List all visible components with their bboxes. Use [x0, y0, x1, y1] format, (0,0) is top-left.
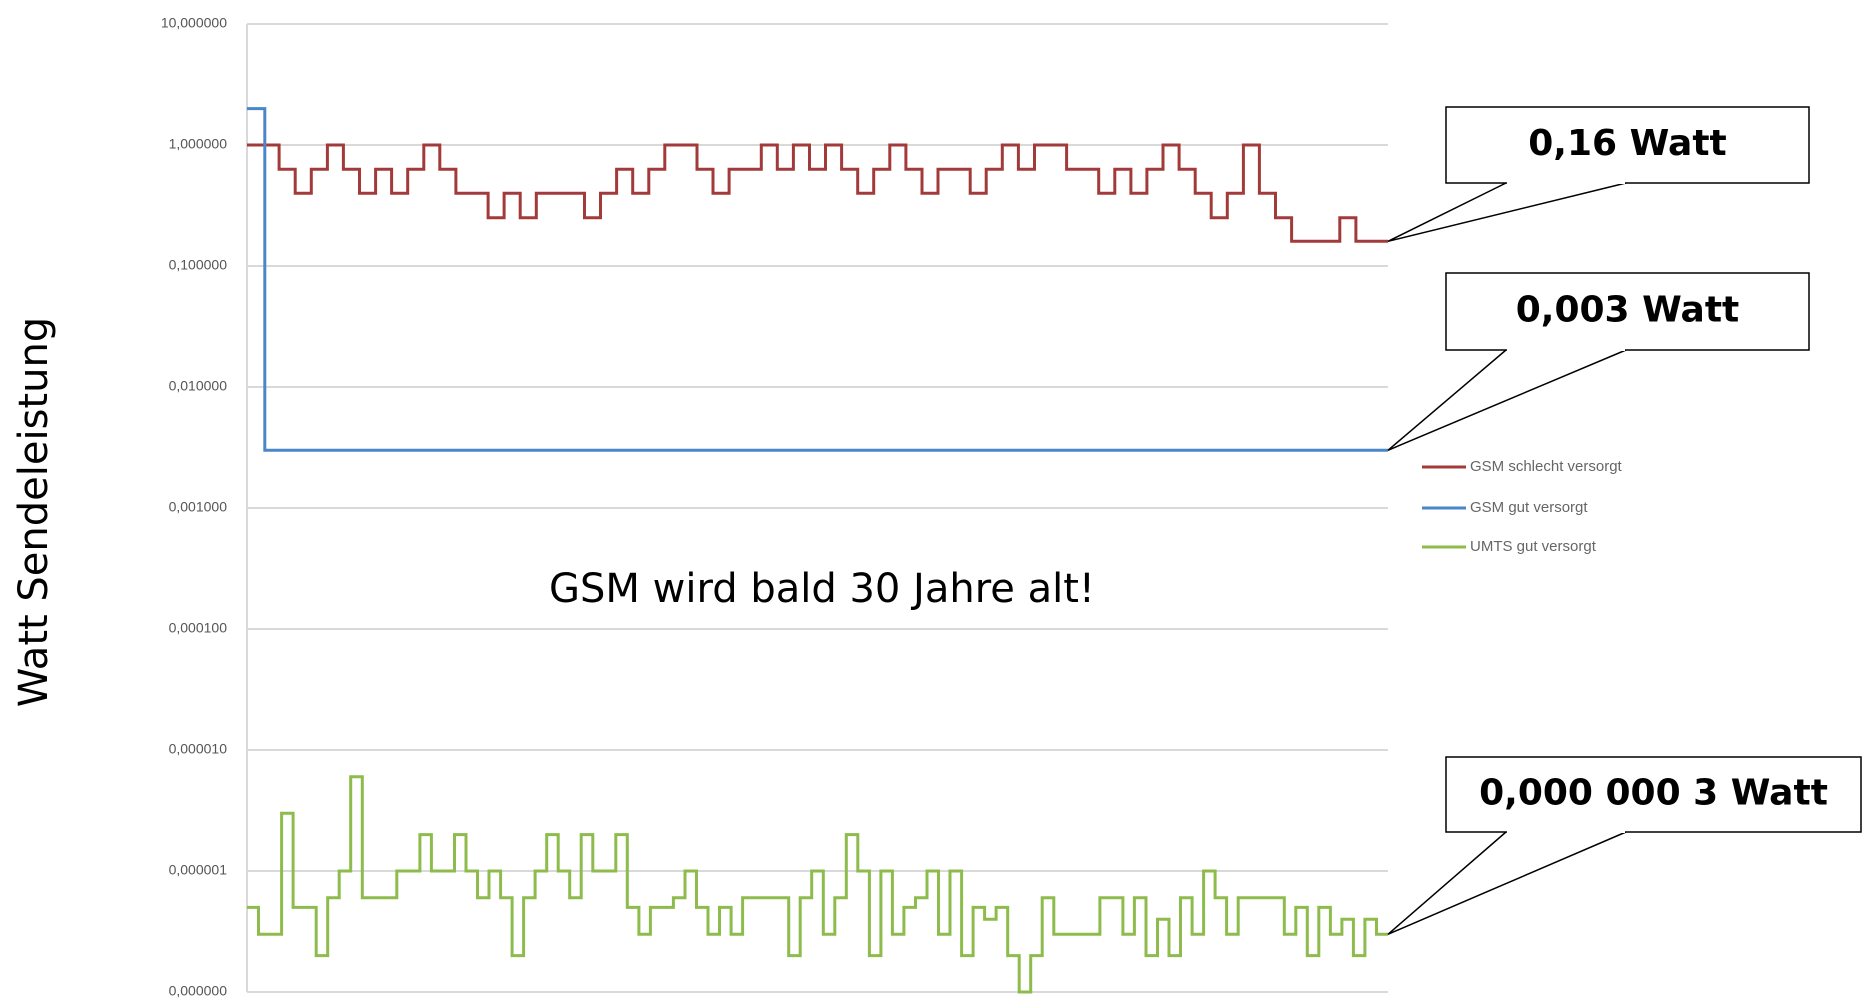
callout-label: 0,000 000 3 Watt [1479, 773, 1828, 814]
legend-label: GSM schlecht versorgt [1470, 458, 1623, 475]
y-tick-label: 1,000000 [169, 136, 228, 152]
y-tick-label: 0,000001 [169, 862, 228, 878]
annotation: GSM wird bald 30 Jahre alt! [549, 566, 1095, 612]
series-line [247, 143, 1388, 243]
series-line [247, 775, 1388, 994]
y-tick-label: 10,000000 [161, 15, 227, 31]
y-tick-label: 0,000010 [169, 741, 228, 757]
callout-label: 0,003 Watt [1516, 290, 1740, 331]
callout-box [1445, 756, 1862, 833]
callout [1387, 831, 1627, 935]
y-tick-label: 0,000100 [169, 620, 228, 636]
callout [1387, 182, 1627, 243]
y-tick-label: 0,001000 [169, 499, 228, 515]
y-axis-label: Watt Sendeleistung [11, 317, 57, 707]
y-tick-label: 0,100000 [169, 257, 228, 273]
y-tick-label: 0,010000 [169, 378, 228, 394]
callout-box [1445, 272, 1810, 351]
callout-label: 0,16 Watt [1528, 123, 1727, 164]
series-line [247, 107, 1388, 452]
y-tick-label: 0,000000 [169, 983, 228, 999]
legend-label: GSM gut versorgt [1470, 499, 1588, 516]
callout [1387, 349, 1627, 451]
callout-box [1445, 106, 1810, 184]
legend-label: UMTS gut versorgt [1470, 538, 1597, 555]
